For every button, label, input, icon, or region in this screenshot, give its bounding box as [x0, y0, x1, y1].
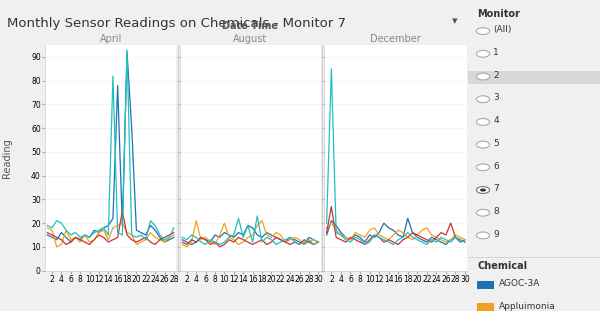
- Text: Reading: Reading: [2, 138, 12, 178]
- Text: Date Time: Date Time: [222, 21, 278, 31]
- Text: Monitor: Monitor: [477, 9, 520, 19]
- Text: 1: 1: [493, 48, 499, 57]
- Text: 3: 3: [493, 93, 499, 102]
- Text: Appluimonia: Appluimonia: [499, 301, 556, 310]
- Text: ▾: ▾: [452, 16, 458, 26]
- Text: 9: 9: [493, 230, 499, 239]
- Text: AGOC-3A: AGOC-3A: [499, 279, 541, 288]
- Text: (All): (All): [493, 25, 512, 34]
- Text: 4: 4: [493, 116, 499, 125]
- Text: Monthly Sensor Readings on Chemicals - Monitor 7: Monthly Sensor Readings on Chemicals - M…: [7, 16, 346, 30]
- Text: 2: 2: [493, 71, 499, 80]
- Title: December: December: [370, 34, 421, 44]
- Text: 7: 7: [493, 184, 499, 193]
- Text: 8: 8: [493, 207, 499, 216]
- Text: 5: 5: [493, 139, 499, 148]
- Text: 6: 6: [493, 161, 499, 170]
- Title: April: April: [100, 34, 122, 44]
- Title: August: August: [233, 34, 268, 44]
- Text: Chemical: Chemical: [477, 261, 527, 271]
